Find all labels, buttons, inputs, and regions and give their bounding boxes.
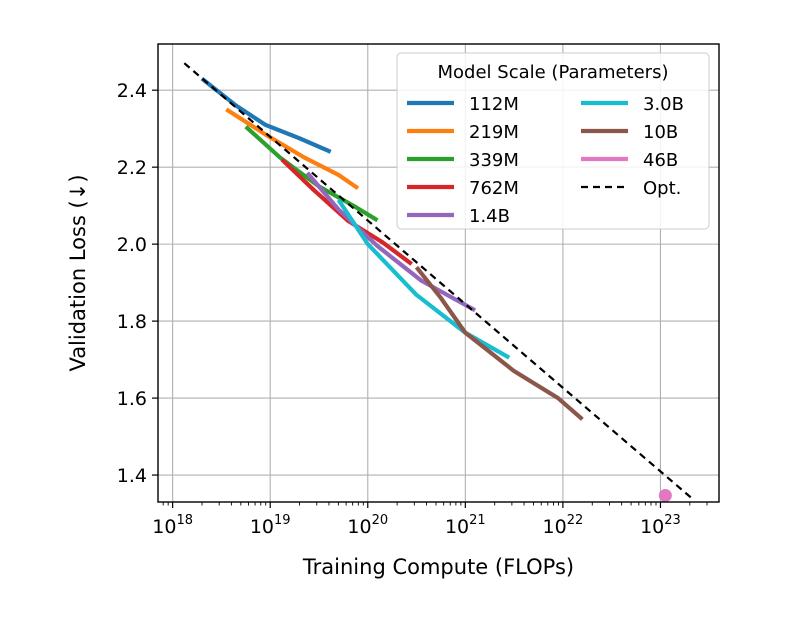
legend-label-219M: 219M [469, 122, 519, 143]
x-tick-label: 1022 [543, 513, 584, 538]
tick-layer: 1018 1019 1020 1021 1022 1023 1.4 1.6 1.8 2.0 2.2 2… [117, 80, 708, 538]
series-layer [183, 62, 693, 502]
series-1.4B-line [305, 171, 477, 313]
x-tick-label: 1023 [640, 513, 681, 538]
series-Opt.-line [183, 62, 693, 500]
legend-label-10B: 10B [643, 122, 678, 143]
legend-title: Model Scale (Parameters) [438, 62, 669, 83]
y-tick-label: 1.8 [117, 311, 147, 333]
legend-label-112M: 112M [469, 94, 519, 115]
series-10B-line [414, 265, 584, 421]
y-tick-label: 2.0 [117, 234, 147, 256]
legend-label-1.4B: 1.4B [469, 206, 510, 227]
series-112M-line [200, 76, 332, 154]
series-219M-line [225, 107, 360, 191]
legend-box [396, 52, 710, 230]
legend-label-Opt.: Opt. [643, 178, 681, 199]
legend-label-762M: 762M [469, 178, 519, 199]
x-tick-label: 1021 [445, 513, 486, 538]
y-tick-label: 2.4 [117, 80, 147, 102]
legend: Model Scale (Parameters) 112M 219M 339M 762… [396, 52, 710, 230]
series-3.0B-line [336, 198, 511, 360]
legend-label-3.0B: 3.0B [643, 94, 684, 115]
series-46B-point [658, 488, 672, 502]
legend-label-339M: 339M [469, 150, 519, 171]
x-axis-label: Training Compute (FLOPs) [302, 555, 574, 579]
legend-label-46B: 46B [643, 150, 678, 171]
x-tick-label: 1019 [250, 513, 291, 538]
plot-frame [157, 43, 720, 503]
x-tick-label: 1018 [152, 513, 193, 538]
y-axis-label: Validation Loss (↓) [66, 174, 90, 371]
y-tick-label: 1.4 [117, 465, 147, 487]
y-tick-label: 1.6 [117, 388, 147, 410]
y-tick-label: 2.2 [117, 157, 147, 179]
x-tick-label: 1020 [347, 513, 388, 538]
